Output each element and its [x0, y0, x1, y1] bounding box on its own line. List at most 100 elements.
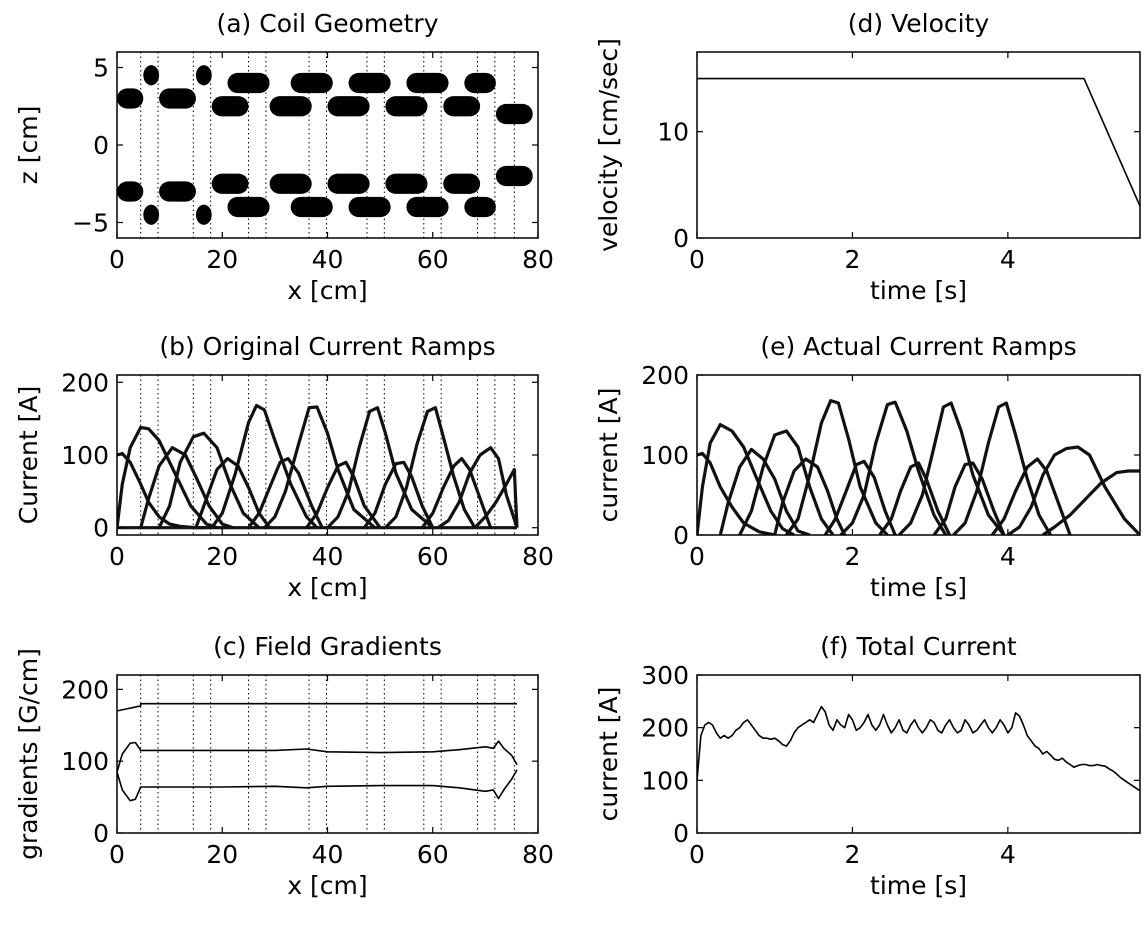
coil-marker: [159, 88, 196, 109]
series-line-4: [738, 429, 835, 535]
series-line-3: [117, 769, 518, 802]
series-line-11: [932, 461, 1006, 535]
coil-marker: [406, 72, 449, 94]
y-tick-label: 0: [673, 819, 689, 848]
y-tick-label: 200: [61, 675, 109, 704]
series-line-10: [897, 401, 1006, 535]
series-line-6: [785, 399, 889, 535]
coil-marker: [143, 204, 160, 225]
series-line-4: [157, 431, 261, 529]
coil-marker: [195, 204, 212, 225]
coil-marker: [117, 88, 144, 109]
x-tick-label: 20: [206, 840, 238, 869]
y-tick-label: 0: [93, 514, 109, 543]
y-tick-label: 0: [673, 224, 689, 253]
series-line-11: [363, 460, 435, 529]
x-tick-label: 0: [109, 840, 125, 869]
chart-title: (c) Field Gradients: [213, 632, 442, 661]
plot-area: [117, 702, 518, 802]
coil-marker: [495, 103, 533, 125]
x-tick-label: 0: [109, 245, 125, 274]
x-axis-label: x [cm]: [287, 573, 367, 602]
coil-marker: [385, 173, 428, 194]
x-tick-label: 4: [1000, 840, 1016, 869]
chart-b: (b) Original Current Ramps x [cm] Current …: [14, 332, 554, 602]
chart-d: (d) Velocity time [s] velocity [cm/sec] 0 2 4…: [594, 9, 1141, 305]
x-axis-label: x [cm]: [287, 871, 367, 900]
coil-marker: [464, 72, 496, 94]
series-line-2: [117, 740, 518, 773]
coil-marker: [406, 196, 449, 218]
series-line-8: [263, 405, 376, 529]
y-tick-label: 5: [93, 54, 109, 83]
coil-marker: [443, 173, 481, 194]
series-line-14: [437, 446, 519, 530]
series-line-13: [991, 457, 1072, 535]
series-line-1: [697, 77, 1140, 207]
x-tick-label: 20: [206, 542, 238, 571]
chart-title: (d) Velocity: [848, 9, 990, 38]
coil-marker: [211, 173, 249, 194]
plot-frame: [116, 374, 539, 536]
coil-marker: [385, 96, 428, 117]
chart-title: (f) Total Current: [820, 632, 1017, 661]
y-tick-label: −5: [72, 209, 109, 238]
coil-marker: [195, 65, 212, 86]
x-tick-label: 0: [109, 542, 125, 571]
y-tick-label: 100: [61, 747, 109, 776]
series-line-2: [697, 423, 795, 535]
x-tick-label: 2: [844, 245, 860, 274]
series-line-1: [697, 451, 776, 535]
series-line-7: [823, 459, 897, 535]
chart-c: (c) Field Gradients x [cm] gradients [G/cm…: [14, 632, 554, 900]
coil-marker: [227, 196, 270, 218]
coil-marker: [348, 196, 391, 218]
x-tick-label: 60: [417, 840, 449, 869]
plot-area: [697, 77, 1140, 207]
x-tick-label: 40: [312, 542, 344, 571]
series-line-2: [117, 425, 218, 530]
y-axis-label: Current [A]: [14, 386, 43, 524]
plot-area: [697, 705, 1140, 792]
y-axis-label: current [A]: [594, 388, 623, 523]
coil-marker: [327, 173, 370, 194]
plot-frame: [696, 674, 1141, 834]
x-tick-label: 60: [417, 245, 449, 274]
y-tick-label: 0: [93, 819, 109, 848]
x-tick-label: 40: [312, 245, 344, 274]
coil-marker: [269, 173, 312, 194]
coil-marker: [443, 96, 481, 117]
series-line-12: [384, 406, 477, 529]
y-tick-label: 0: [673, 521, 689, 550]
coil-marker: [269, 96, 312, 117]
y-tick-label: 10: [657, 118, 689, 147]
chart-f: (f) Total Current time [s] current [A] 0 2 4 0…: [594, 632, 1141, 900]
y-tick-label: 200: [641, 714, 689, 743]
x-tick-label: 0: [689, 245, 705, 274]
coil-marker: [495, 165, 533, 187]
x-tick-label: 40: [312, 840, 344, 869]
coil-marker: [290, 196, 333, 218]
plot-area: [697, 399, 1140, 535]
x-axis-label: time [s]: [870, 871, 967, 900]
y-tick-label: 200: [61, 368, 109, 397]
y-axis-label: z [cm]: [14, 106, 43, 185]
series-line-9: [305, 460, 382, 529]
coil-marker: [159, 181, 196, 202]
y-axis-label: gradients [G/cm]: [14, 648, 43, 860]
chart-a: (a) Coil Geometry x [cm] z [cm] 0 20 40 60 80 −5…: [14, 9, 554, 305]
coil-marker: [143, 65, 160, 86]
series-line-7: [247, 457, 324, 529]
plot-frame: [696, 51, 1141, 239]
series-line-9: [878, 461, 952, 535]
coil-marker: [227, 72, 270, 94]
coil-marker: [327, 96, 370, 117]
series-line-1: [697, 705, 1140, 792]
x-tick-label: 4: [1000, 542, 1016, 571]
y-tick-label: 300: [641, 661, 689, 690]
y-axis-label: velocity [cm/sec]: [594, 38, 623, 252]
coil-marker: [290, 72, 333, 94]
series-line-5: [194, 457, 271, 529]
series-line-12: [952, 401, 1052, 535]
chart-title: (a) Coil Geometry: [216, 9, 438, 38]
